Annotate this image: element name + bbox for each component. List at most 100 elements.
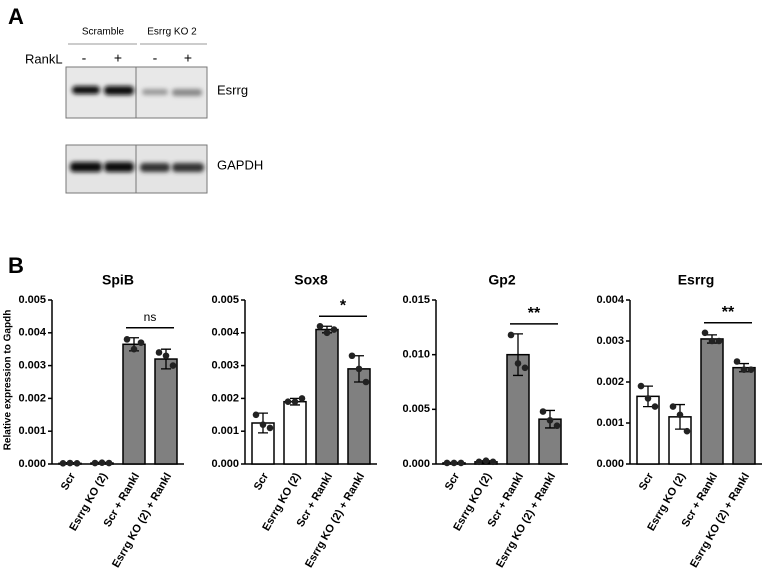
data-point	[155, 349, 163, 356]
y-tick-label: 0.005	[18, 294, 46, 306]
y-tick-label: 0.004	[596, 294, 624, 306]
data-point	[59, 460, 67, 467]
data-point	[169, 362, 177, 369]
chart-title: Sox8	[294, 272, 328, 288]
panel-label: A	[8, 4, 24, 29]
data-point	[66, 459, 74, 467]
significance-label: ns	[144, 310, 157, 324]
data-point	[298, 395, 306, 402]
data-point	[683, 427, 691, 435]
significance-label: *	[340, 297, 347, 314]
data-point	[330, 326, 338, 333]
data-point	[514, 360, 522, 367]
bar	[315, 328, 339, 465]
y-tick-label: 0.004	[18, 327, 46, 339]
x-tick-label: Scr	[59, 470, 79, 492]
data-point	[733, 358, 741, 365]
x-tick-label: Esrrg KO (2) + Rankl	[688, 471, 752, 570]
data-point	[482, 457, 490, 465]
lane-label: +	[114, 50, 122, 66]
data-point	[507, 331, 515, 339]
data-point	[98, 459, 106, 466]
y-tick-label: 0.003	[596, 335, 624, 347]
x-tick-label: Esrrg KO (2) + Rankl	[303, 471, 367, 570]
data-point	[162, 352, 170, 360]
data-point	[284, 398, 292, 405]
group-label: Esrrg KO 2	[147, 27, 197, 38]
y-tick-label: 0.003	[211, 360, 239, 372]
y-tick-label: 0.002	[18, 392, 46, 404]
data-point	[362, 378, 370, 386]
lane-label: -	[82, 50, 87, 66]
bar	[700, 338, 724, 465]
y-tick-label: 0.005	[402, 403, 430, 415]
data-point	[291, 398, 299, 405]
x-tick-label: Esrrg KO (2) + Rankl	[110, 471, 174, 570]
y-tick-label: 0.003	[18, 360, 46, 372]
blot	[65, 66, 208, 119]
lane-label: +	[184, 50, 192, 66]
bar	[283, 400, 307, 465]
group-label: Scramble	[82, 27, 125, 38]
y-tick-label: 0.002	[596, 376, 624, 388]
data-point	[259, 421, 267, 428]
bar	[122, 343, 146, 465]
data-point	[348, 352, 356, 360]
protein-label: GAPDH	[217, 157, 263, 172]
data-point	[137, 339, 145, 346]
data-point	[91, 459, 99, 467]
data-point	[355, 365, 363, 373]
panel-label: B	[8, 253, 24, 278]
data-point	[553, 422, 561, 430]
error-bar	[513, 333, 523, 377]
significance-label: **	[722, 304, 735, 321]
data-point	[475, 458, 483, 466]
data-point	[539, 408, 547, 415]
y-tick-label: 0.001	[18, 425, 46, 437]
y-tick-label: 0.010	[402, 349, 430, 361]
chart-title: SpiB	[102, 272, 134, 288]
data-point	[715, 337, 723, 345]
data-point	[747, 366, 755, 374]
y-tick-label: 0.004	[211, 327, 239, 339]
bar	[154, 358, 178, 465]
data-point	[644, 395, 652, 402]
y-tick-label: 0.001	[211, 425, 239, 437]
y-tick-label: 0.005	[211, 294, 239, 306]
y-tick-label: 0.000	[211, 458, 239, 470]
data-point	[521, 364, 529, 372]
data-point	[651, 403, 659, 410]
data-point	[701, 329, 709, 337]
data-point	[450, 459, 458, 467]
y-tick-label: 0.001	[596, 417, 624, 429]
y-tick-label: 0.002	[211, 392, 239, 404]
data-point	[740, 366, 748, 374]
significance-label: **	[528, 305, 541, 322]
lane-label: -	[153, 50, 158, 66]
x-tick-label: Scr	[637, 470, 657, 492]
bar	[732, 366, 756, 465]
data-point	[546, 416, 554, 424]
treatment-label: RankL	[25, 51, 63, 66]
data-point	[323, 329, 331, 337]
data-point	[123, 336, 131, 343]
blot	[65, 144, 208, 194]
x-tick-label: Esrrg KO (2) + Rankl	[494, 471, 558, 570]
data-point	[443, 459, 451, 467]
data-point	[669, 403, 677, 410]
data-point	[457, 459, 465, 467]
data-point	[637, 382, 645, 390]
y-tick-label: 0.015	[402, 294, 430, 306]
y-axis-label: Relative expression to Gapdh	[3, 310, 14, 451]
data-point	[676, 411, 684, 419]
y-tick-label: 0.000	[596, 458, 624, 470]
chart-title: Gp2	[488, 272, 515, 288]
data-point	[489, 458, 497, 466]
data-point	[266, 424, 274, 432]
data-point	[252, 411, 260, 419]
data-point	[316, 322, 324, 330]
x-tick-label: Scr	[252, 470, 272, 492]
chart-title: Esrrg	[678, 272, 715, 288]
protein-label: Esrrg	[217, 82, 248, 97]
